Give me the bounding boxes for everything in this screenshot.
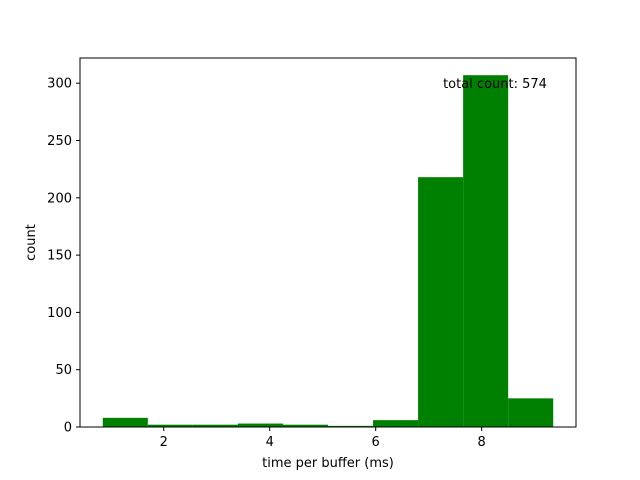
histogram-bar xyxy=(102,417,148,427)
histogram-bar xyxy=(328,425,374,427)
x-tick-label: 6 xyxy=(372,435,380,450)
histogram-bar xyxy=(463,75,509,427)
y-tick-label: 250 xyxy=(47,134,72,149)
y-axis-label: count xyxy=(24,224,39,261)
histogram-bar xyxy=(282,424,328,427)
y-axis-ticks: 0 50 100 150 200 250 300 xyxy=(47,77,80,436)
histogram-bar xyxy=(237,423,283,427)
histogram-bar xyxy=(508,398,554,427)
x-tick-label: 4 xyxy=(266,435,274,450)
x-axis-label: time per buffer (ms) xyxy=(262,456,394,471)
histogram-bars xyxy=(102,75,554,427)
plot-frame xyxy=(79,57,577,428)
histogram-bar xyxy=(192,424,238,427)
y-tick-label: 50 xyxy=(55,363,72,378)
histogram-bar xyxy=(418,177,464,427)
y-tick-label: 100 xyxy=(47,306,72,321)
x-axis-ticks: 2 4 6 8 xyxy=(160,427,486,450)
total-count-annotation: total count: 574 xyxy=(443,77,547,92)
x-tick-label: 8 xyxy=(478,435,486,450)
histogram-bar xyxy=(147,424,193,427)
y-tick-label: 300 xyxy=(47,77,72,92)
histogram-bar xyxy=(373,420,419,427)
y-tick-label: 150 xyxy=(47,249,72,264)
x-tick-label: 2 xyxy=(160,435,168,450)
y-tick-label: 0 xyxy=(64,421,72,436)
y-tick-label: 200 xyxy=(47,191,72,206)
